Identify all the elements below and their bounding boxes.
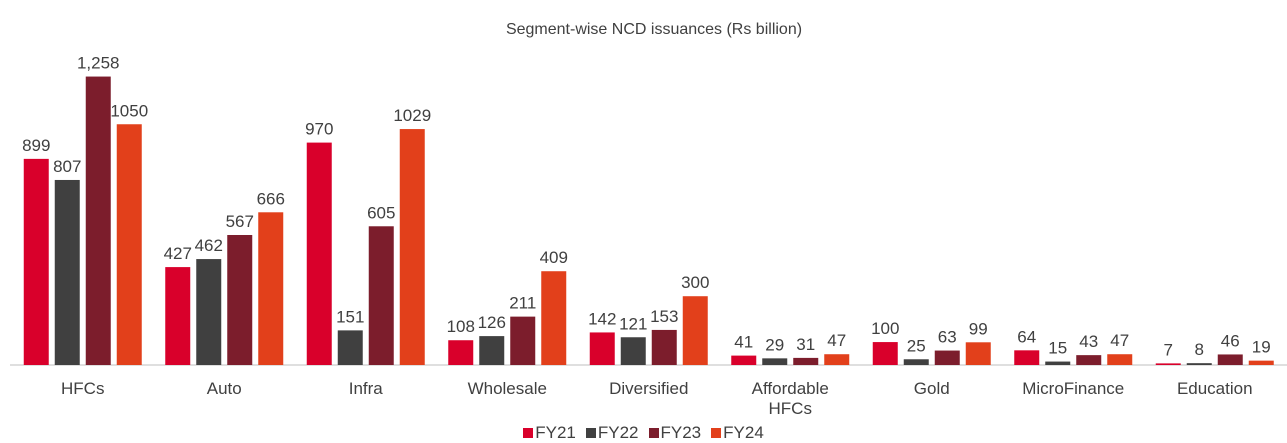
bar (258, 212, 284, 365)
data-label: 970 (305, 120, 333, 139)
data-label: 567 (226, 212, 254, 231)
data-label: 29 (765, 335, 784, 354)
data-label: 47 (1110, 331, 1129, 350)
data-label: 605 (367, 203, 395, 222)
legend: FY21 FY22 FY23 FY24 (0, 423, 1287, 443)
legend-item: FY24 (711, 423, 764, 443)
x-tick-label: Infra (348, 379, 383, 398)
bar (651, 329, 677, 365)
bar (1155, 363, 1181, 365)
legend-item: FY23 (648, 423, 702, 443)
data-label: 409 (540, 248, 568, 267)
legend-swatch (711, 428, 722, 438)
data-label: 99 (969, 319, 988, 338)
x-tick-label: Gold (913, 379, 950, 398)
bar (965, 342, 991, 365)
data-label: 1,258 (77, 54, 120, 73)
data-label: 151 (336, 307, 364, 326)
data-label: 126 (478, 313, 506, 332)
bar (824, 354, 850, 365)
x-tick-label: Education (1176, 379, 1253, 398)
x-tick-label: Diversified (609, 379, 689, 398)
bar (448, 340, 474, 365)
bar (196, 259, 222, 365)
data-label: 211 (509, 294, 536, 313)
legend-item: FY22 (585, 423, 639, 443)
bar (54, 179, 80, 365)
x-tick-label: HFCs (61, 379, 105, 398)
bar (306, 142, 332, 365)
legend-swatch (585, 428, 596, 438)
bar (793, 357, 819, 365)
data-label: 153 (650, 307, 678, 326)
data-label: 1029 (393, 106, 431, 125)
data-label: 7 (1164, 340, 1173, 359)
x-tick-label: Auto (206, 379, 242, 398)
legend-label: FY24 (723, 423, 764, 442)
data-label: 64 (1017, 327, 1036, 346)
legend-swatch (648, 428, 659, 438)
data-label: 8 (1195, 340, 1204, 359)
bar (368, 226, 394, 365)
data-label: 47 (827, 331, 846, 350)
bar (337, 330, 363, 365)
bar (23, 158, 49, 365)
data-label: 427 (164, 244, 192, 263)
data-label: 15 (1048, 339, 1067, 358)
bar (620, 337, 646, 365)
legend-label: FY21 (535, 423, 576, 442)
data-label: 899 (22, 136, 50, 155)
bar (762, 358, 788, 365)
bar (1107, 354, 1133, 365)
data-label: 666 (257, 189, 285, 208)
legend-label: FY23 (660, 423, 702, 442)
bar (1045, 361, 1071, 365)
data-label: 1050 (110, 101, 148, 120)
bar (479, 336, 505, 365)
legend-label: FY22 (597, 423, 639, 442)
data-label: 31 (796, 335, 815, 354)
bar (227, 234, 253, 365)
data-label: 121 (619, 314, 647, 333)
data-label: 142 (588, 309, 616, 328)
legend-item: FY21 (523, 423, 576, 443)
bar (934, 350, 960, 365)
bar (731, 355, 757, 365)
bar (541, 271, 567, 365)
data-label: 46 (1221, 331, 1240, 350)
bar (589, 332, 615, 365)
data-label: 807 (53, 157, 81, 176)
data-label: 43 (1079, 332, 1098, 351)
bar (165, 267, 191, 365)
x-tick-label: Affordable HFCs (751, 379, 829, 418)
bar (1217, 354, 1243, 365)
x-tick-label: Wholesale (467, 379, 547, 398)
bar (682, 296, 708, 365)
bar (872, 342, 898, 365)
bar (399, 129, 425, 365)
data-label: 300 (681, 273, 709, 292)
data-label: 462 (195, 236, 223, 255)
data-label: 19 (1252, 338, 1271, 357)
bar (85, 76, 111, 366)
data-label: 63 (938, 328, 957, 347)
data-label: 108 (447, 317, 475, 336)
bar (1076, 355, 1102, 365)
bar (1014, 350, 1040, 365)
data-label: 25 (907, 336, 926, 355)
legend-swatch (523, 428, 534, 438)
bar (1186, 363, 1212, 365)
chart-title: Segment-wise NCD issuances (Rs billion) (506, 21, 802, 38)
bar (116, 124, 142, 365)
bar (1248, 360, 1274, 365)
x-tick-label: MicroFinance (1022, 379, 1125, 398)
bar (903, 359, 929, 365)
data-label: 41 (734, 333, 753, 352)
data-label: 100 (871, 319, 899, 338)
bar (510, 316, 536, 365)
